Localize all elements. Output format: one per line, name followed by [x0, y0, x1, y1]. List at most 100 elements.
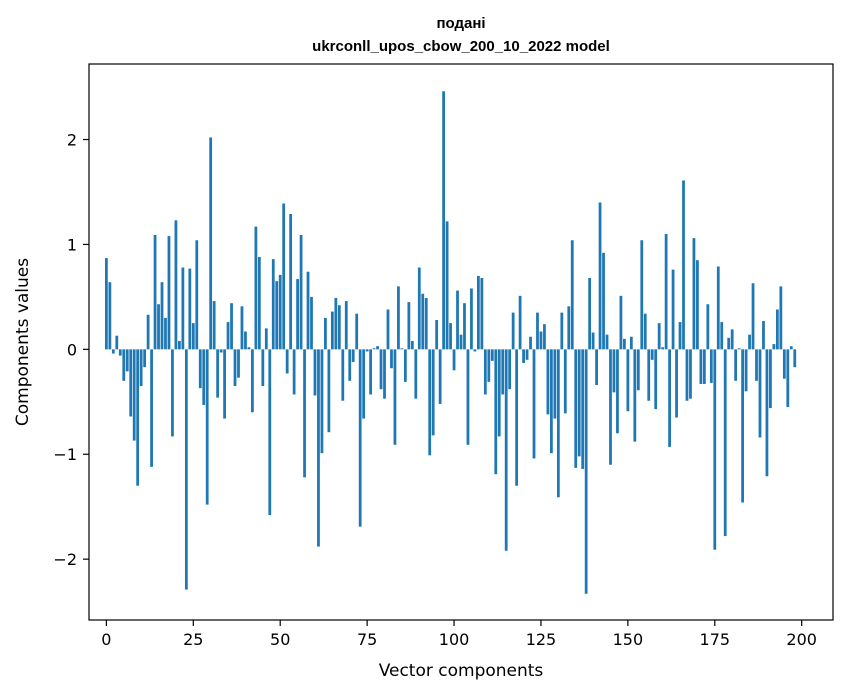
bar [164, 317, 167, 350]
bar [397, 286, 400, 350]
bar [226, 322, 230, 350]
bar [282, 203, 286, 350]
x-tick-label: 0 [101, 630, 111, 649]
bar [351, 349, 355, 362]
bar [786, 349, 790, 408]
bar [772, 344, 776, 350]
bar [567, 306, 571, 350]
y-axis-ticks: −2 −1 0 1 2 [53, 131, 89, 569]
bar [483, 349, 487, 395]
bar [522, 349, 525, 363]
x-axis-label: Vector components [379, 661, 544, 681]
bar [299, 235, 303, 350]
bar [654, 349, 658, 410]
bar [313, 349, 317, 396]
bar [581, 349, 585, 469]
bar [563, 349, 567, 414]
bar [626, 349, 630, 412]
bar [438, 349, 442, 404]
bar [682, 180, 685, 350]
bar [543, 324, 546, 350]
bar [219, 349, 223, 353]
bar [741, 349, 744, 503]
bar [668, 349, 671, 447]
bar [292, 349, 296, 395]
bar [310, 296, 313, 350]
bar [692, 238, 696, 350]
bar [671, 269, 675, 350]
bar [494, 349, 498, 475]
bar [727, 337, 731, 350]
bar [202, 349, 206, 405]
bar [160, 282, 164, 350]
bar [424, 297, 428, 350]
bar [782, 349, 786, 379]
chart-subtitle: ukrconll_upos_cbow_200_10_2022 model [312, 38, 610, 55]
bar [205, 349, 209, 505]
bar [251, 349, 254, 413]
bar [619, 295, 623, 350]
bar [504, 349, 508, 551]
bar [716, 266, 720, 350]
bar [476, 275, 480, 350]
bar [508, 349, 512, 390]
bar [789, 346, 793, 350]
bar [212, 301, 216, 350]
bar [324, 317, 327, 350]
bar [244, 331, 247, 350]
x-tick-label: 150 [613, 630, 644, 649]
bar [737, 348, 741, 350]
bar [685, 349, 689, 401]
bar [650, 349, 654, 360]
bar-series [104, 91, 797, 594]
bar [327, 349, 331, 433]
bar [459, 334, 463, 350]
bar [466, 349, 470, 445]
bar [431, 349, 435, 436]
bar [198, 349, 202, 389]
bar [157, 304, 160, 350]
chart-title: подані [436, 15, 485, 32]
bar [696, 260, 699, 350]
bar [629, 336, 633, 350]
bar [702, 349, 706, 384]
bar [386, 309, 390, 350]
x-tick-label: 175 [700, 630, 731, 649]
bar [115, 335, 119, 350]
bar [111, 349, 115, 354]
bar [480, 278, 484, 350]
bar [518, 295, 522, 350]
bar [240, 306, 244, 350]
bar [365, 349, 369, 352]
x-axis-ticks: 0 25 50 75 100 125 150 175 200 [101, 620, 817, 649]
bar [410, 340, 414, 350]
bar [442, 91, 446, 350]
bar [584, 349, 588, 594]
bar [570, 240, 574, 350]
bar [372, 348, 376, 350]
bar [125, 349, 129, 372]
bar [490, 349, 494, 361]
bar [237, 349, 240, 378]
bar [139, 349, 143, 387]
bar [748, 334, 751, 350]
bar [167, 236, 171, 350]
x-tick-label: 125 [526, 630, 557, 649]
bar [104, 258, 108, 350]
bar [230, 303, 233, 350]
bar [153, 235, 157, 350]
bar [379, 349, 383, 390]
x-tick-label: 75 [357, 630, 377, 649]
x-tick-label: 25 [183, 630, 203, 649]
bar [678, 322, 682, 350]
bar [501, 349, 505, 395]
bar [358, 349, 362, 527]
y-tick-label: 0 [67, 340, 77, 359]
bar [605, 334, 609, 350]
bar [390, 349, 393, 369]
bar [146, 314, 150, 350]
bar [657, 323, 661, 350]
bar [184, 349, 188, 590]
bar [539, 331, 543, 350]
bar [456, 290, 459, 350]
